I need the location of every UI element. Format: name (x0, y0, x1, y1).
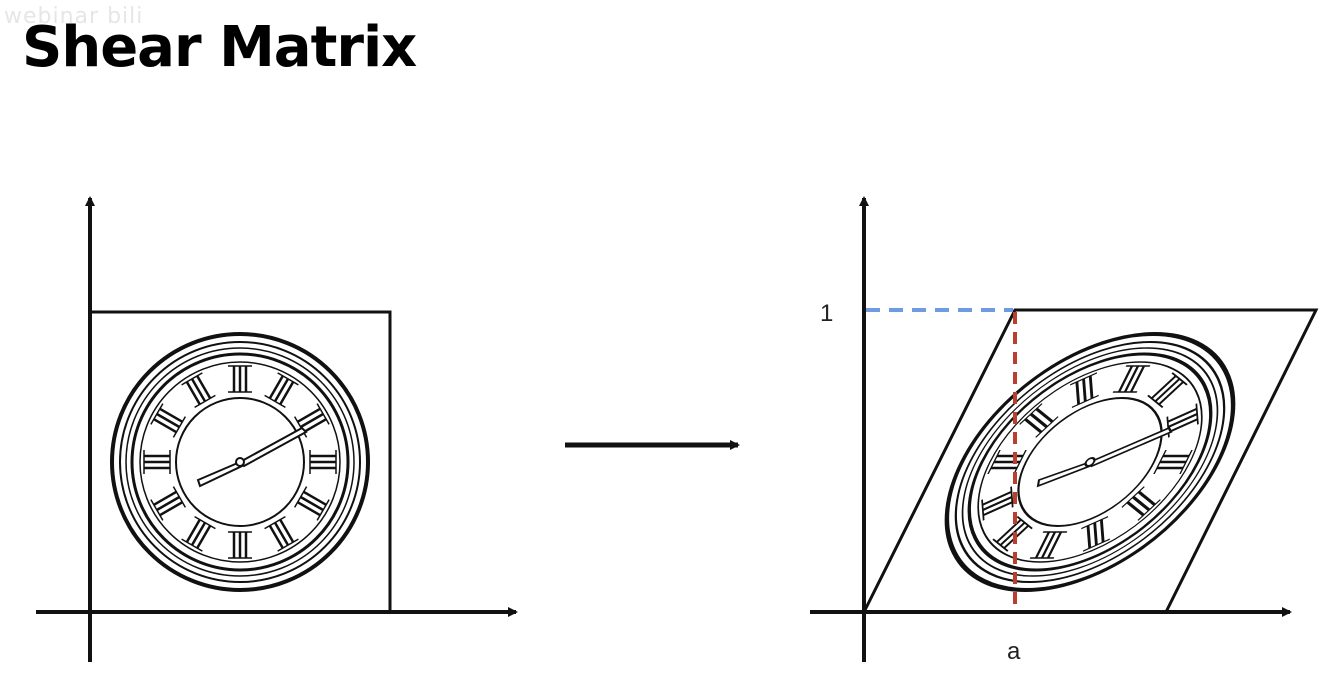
sheared-clock-image (898, 334, 1282, 590)
watermark: webinar bili (4, 4, 144, 29)
slide-title: Shear Matrix (22, 15, 417, 80)
unit-square (88, 310, 392, 614)
sheared-diagram: 1 a (810, 196, 1319, 665)
sheared-parallelogram (861, 308, 1319, 614)
original-diagram (36, 196, 518, 662)
x-tick-label-a: a (1007, 638, 1021, 665)
clock-image (112, 334, 368, 590)
y-tick-label-1: 1 (820, 300, 833, 327)
